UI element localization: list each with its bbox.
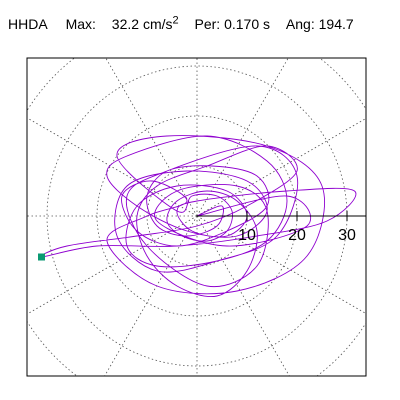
max-unit-exponent: 2 <box>172 14 179 27</box>
grid-spoke <box>196 117 366 217</box>
period-value: 0.170 s <box>224 16 271 32</box>
grid-spoke <box>104 215 198 376</box>
angle-value: 194.7 <box>318 16 354 32</box>
peak-marker <box>38 253 45 261</box>
max-unit: cm/s2 <box>142 14 179 32</box>
x-axis-tick-label: 20 <box>288 227 306 244</box>
angle-label: Ang: <box>285 16 315 32</box>
station-code: HHDA <box>8 16 48 32</box>
grid-circle <box>27 58 366 376</box>
plot-frame <box>26 57 367 377</box>
grid-spoke <box>27 117 198 217</box>
x-axis-tick-label: 10 <box>238 227 256 244</box>
max-label: Max: <box>65 16 96 32</box>
plot-area <box>27 58 366 376</box>
plot-header: HHDA Max: 32.2 cm/s2 Per: 0.170 s Ang: 1… <box>8 14 354 32</box>
grid-spoke <box>105 58 198 217</box>
period-label: Per: <box>194 16 221 32</box>
grid-spoke <box>196 58 289 217</box>
x-axis-tick-label: 30 <box>338 227 356 244</box>
max-value: 32.2 <box>111 16 140 32</box>
